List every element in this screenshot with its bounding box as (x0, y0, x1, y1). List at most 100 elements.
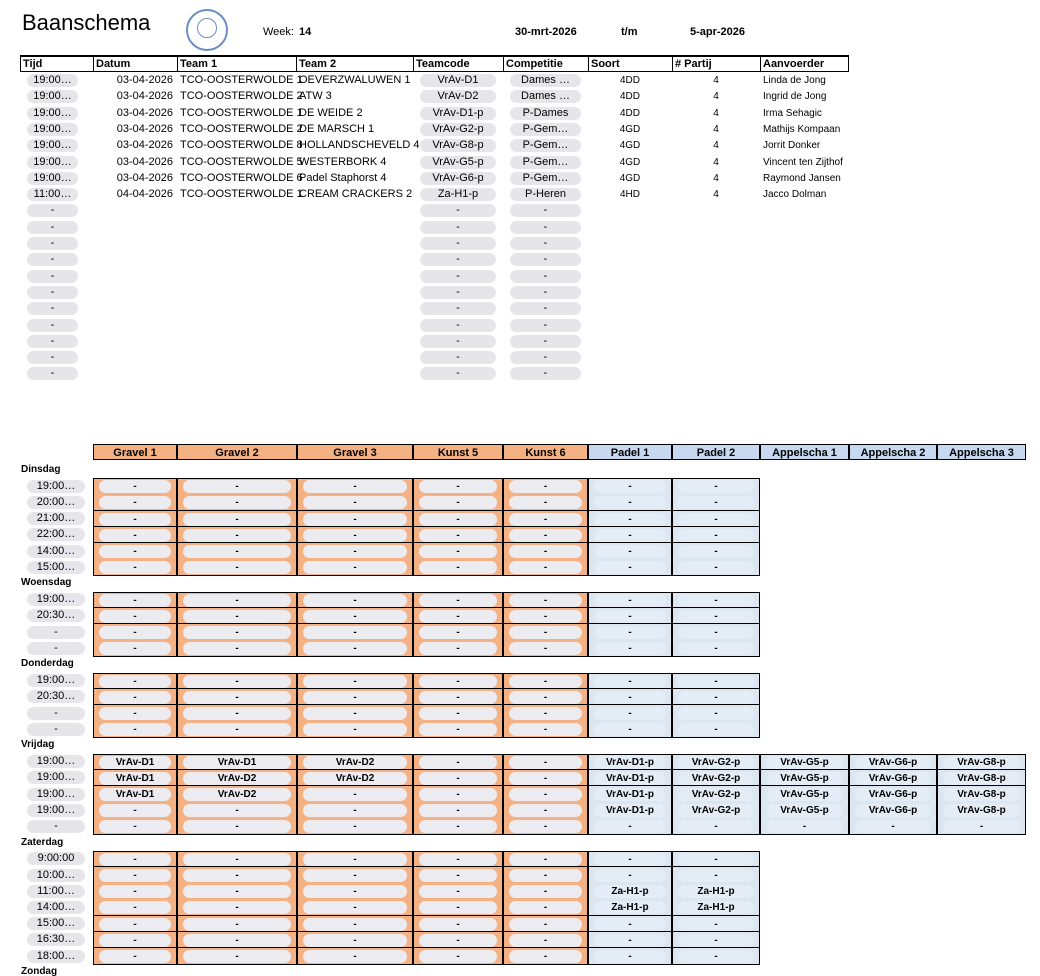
slot: VrAv-G2-p (678, 804, 754, 818)
slot: - (594, 690, 666, 704)
cell-pill: Za-H1-p (420, 188, 496, 202)
slot: - (594, 723, 666, 737)
slot: - (678, 626, 754, 639)
slot: - (594, 852, 666, 866)
cell-pill: - (420, 285, 496, 299)
slot: - (183, 528, 291, 542)
slot: - (303, 496, 407, 510)
slot: VrAv-G6-p (855, 771, 931, 785)
slot: - (678, 609, 754, 623)
time-pill: - (27, 722, 85, 736)
time-pill: - (27, 625, 85, 639)
slot: - (303, 690, 407, 704)
cell: 4 (713, 91, 719, 103)
cell: TCO-OOSTERWOLDE 1 (180, 106, 303, 119)
slot: - (509, 804, 582, 818)
slot: VrAv-G8-p (943, 804, 1020, 818)
cell-pill: - (27, 334, 78, 348)
slot: - (99, 496, 171, 510)
time-pill: 22:00… (27, 528, 85, 542)
time-pill: 15:00… (27, 560, 85, 574)
cell-pill: - (27, 318, 78, 332)
slot: - (678, 674, 754, 688)
slot: - (99, 852, 171, 866)
time-pill: 21:00… (27, 512, 85, 526)
cell: 4 (713, 123, 719, 135)
cell-pill: - (27, 220, 78, 234)
cell: 4 (713, 140, 719, 152)
slot: - (303, 852, 407, 866)
slot: - (678, 545, 754, 558)
court-header: Gravel 2 (177, 444, 297, 460)
court-header: Gravel 3 (297, 444, 413, 460)
cell-pill: - (420, 269, 496, 283)
cell-pill: VrAv-D1-p (420, 106, 496, 120)
slot: - (509, 755, 582, 769)
slot: - (99, 561, 171, 575)
cell: 4GD (619, 123, 641, 135)
cell-pill: 19:00… (27, 139, 78, 153)
slot: - (99, 674, 171, 688)
cell: DE WEIDE 2 (299, 106, 363, 119)
time-pill: 20:30… (27, 609, 85, 623)
slot: - (509, 609, 582, 623)
time-pill: 20:00… (27, 495, 85, 509)
slot: - (183, 723, 291, 737)
slot: VrAv-D1 (99, 755, 171, 769)
slot: - (303, 885, 407, 899)
time-pill: 14:00… (27, 544, 85, 558)
court-header: Appelscha 3 (937, 444, 1026, 460)
cell: TCO-OOSTERWOLDE 2 (180, 90, 303, 103)
cell-pill: Dames … (510, 90, 581, 104)
cell: Ingrid de Jong (763, 91, 827, 103)
slot: VrAv-G2-p (678, 771, 754, 785)
slot: - (509, 869, 582, 882)
day-label: Zaterdag (21, 836, 64, 848)
cell: 03-04-2026 (116, 155, 173, 168)
cell: 03-04-2026 (116, 139, 173, 152)
cell-pill: - (510, 318, 581, 332)
slot: - (99, 690, 171, 704)
slot: - (99, 626, 171, 639)
slot: - (419, 901, 497, 915)
slot: - (509, 480, 582, 494)
slot: VrAv-D1-p (594, 771, 666, 785)
cell: TCO-OOSTERWOLDE 2 (180, 122, 303, 135)
slot: - (303, 626, 407, 639)
cell-pill: - (27, 237, 78, 250)
cell: Raymond Jansen (763, 172, 841, 184)
slot: - (419, 512, 497, 526)
slot: - (509, 496, 582, 510)
day-label: Dinsdag (21, 464, 61, 475)
slot: - (183, 707, 291, 720)
slot: - (303, 804, 407, 818)
cell-pill: 19:00… (27, 90, 78, 104)
slot: - (419, 528, 497, 542)
slot: - (419, 480, 497, 494)
cell: 4 (713, 156, 719, 168)
slot: - (99, 480, 171, 494)
title: Baanschema (22, 10, 151, 35)
logo (186, 9, 228, 51)
cell: Irma Sehagic (763, 107, 822, 119)
cell-pill: P-Gem… (510, 122, 581, 136)
cell-pill: P-Heren (510, 188, 581, 202)
cell-pill: - (510, 204, 581, 218)
cell-pill: 19:00… (27, 74, 78, 87)
cell-pill: 11:00… (27, 188, 78, 202)
court-header: Padel 2 (672, 444, 760, 460)
slot: - (419, 869, 497, 882)
slot: - (99, 512, 171, 526)
cell: DE MARSCH 1 (299, 122, 375, 135)
slot: VrAv-D1 (183, 755, 291, 769)
cell-pill: 19:00… (27, 155, 78, 169)
slot: - (509, 512, 582, 526)
slot: - (594, 561, 666, 575)
cell: TCO-OOSTERWOLDE 8 (180, 139, 303, 152)
cell-pill: 19:00… (27, 171, 78, 185)
slot: - (99, 528, 171, 542)
slot: - (183, 609, 291, 623)
slot: VrAv-D1-p (594, 755, 666, 769)
slot: - (183, 496, 291, 510)
slot: - (509, 788, 582, 801)
